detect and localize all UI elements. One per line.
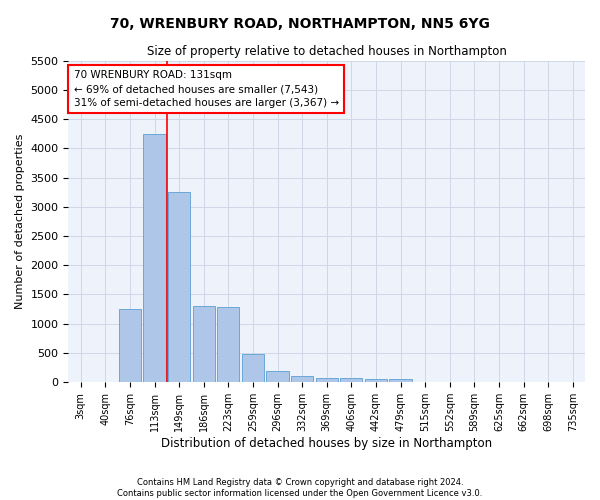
Bar (389, 380, 412, 382)
Bar (291, 376, 313, 382)
Bar (365, 379, 387, 382)
Y-axis label: Number of detached properties: Number of detached properties (15, 134, 25, 309)
Text: Contains HM Land Registry data © Crown copyright and database right 2024.
Contai: Contains HM Land Registry data © Crown c… (118, 478, 482, 498)
Title: Size of property relative to detached houses in Northampton: Size of property relative to detached ho… (147, 45, 506, 58)
Bar (168, 192, 190, 382)
Bar (143, 134, 166, 382)
Bar (340, 378, 362, 382)
Text: 70, WRENBURY ROAD, NORTHAMPTON, NN5 6YG: 70, WRENBURY ROAD, NORTHAMPTON, NN5 6YG (110, 18, 490, 32)
X-axis label: Distribution of detached houses by size in Northampton: Distribution of detached houses by size … (161, 437, 492, 450)
Bar (193, 306, 215, 382)
Bar (316, 378, 338, 382)
Text: 70 WRENBURY ROAD: 131sqm
← 69% of detached houses are smaller (7,543)
31% of sem: 70 WRENBURY ROAD: 131sqm ← 69% of detach… (74, 70, 338, 108)
Bar (217, 308, 239, 382)
Bar (266, 370, 289, 382)
Bar (242, 354, 264, 382)
Bar (119, 309, 141, 382)
